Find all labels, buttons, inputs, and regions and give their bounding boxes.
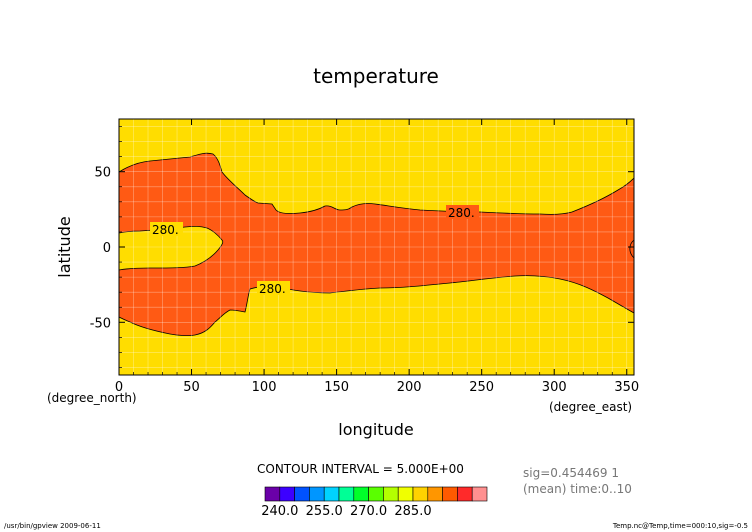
colorbar-swatch: [279, 486, 295, 502]
colorbar-swatch: [397, 486, 414, 502]
x-tick-label: 0: [115, 380, 123, 395]
y-tick-label: 50: [94, 166, 111, 181]
y-axis-title: latitude: [55, 216, 74, 277]
colorbar-swatch: [353, 486, 369, 502]
colorbar-tick-label: 255.0: [306, 504, 343, 519]
contour-interval-text: CONTOUR INTERVAL = 5.000E+00: [257, 462, 464, 476]
contour-label-bg-3: [257, 281, 290, 295]
grid-layer: [119, 119, 634, 375]
colorbar-swatch: [368, 486, 384, 502]
x-tick-label: 100: [252, 380, 277, 395]
y-tick-label: -50: [90, 316, 111, 331]
time-info: (mean) time:0..10: [523, 482, 632, 496]
colorbar-swatch: [442, 486, 458, 502]
sig-info: sig=0.454469 1: [523, 466, 619, 480]
colorbar-tick-label: 270.0: [350, 504, 387, 519]
colorbar-swatch: [383, 486, 399, 502]
colorbar: [264, 486, 488, 502]
warm-region: [119, 152, 634, 337]
x-tick-label: 200: [397, 380, 422, 395]
x-axis-title: longitude: [338, 420, 413, 439]
x-tick-label: 350: [614, 380, 639, 395]
x-tick-label: 150: [324, 380, 349, 395]
x-tick-label: 50: [183, 380, 200, 395]
footer-left: /usr/bin/gpview 2009-06-11: [4, 522, 101, 530]
colorbar-swatch: [323, 486, 340, 502]
colorbar-swatch: [294, 486, 310, 502]
x-unit-label: (degree_east): [549, 400, 632, 414]
contour-label-bg-1: [150, 222, 183, 236]
y-tick-label: 0: [103, 241, 111, 256]
colorbar-swatch: [338, 486, 355, 502]
colorbar-swatch: [427, 486, 443, 502]
contour-label-1: 280.: [152, 223, 179, 237]
x-tick-label: 300: [542, 380, 567, 395]
contour-label-3: 280.: [259, 282, 286, 296]
x-tick-label: 250: [469, 380, 494, 395]
tick-layer: 0 50 100 150 200 250 300 350 -50 0 50: [90, 119, 639, 395]
contour-label-2: 280.: [448, 206, 475, 220]
colorbar-swatch: [471, 486, 488, 502]
colorbar-tick-label: 285.0: [394, 504, 431, 519]
colorbar-swatch: [457, 486, 473, 502]
colorbar-swatch: [264, 486, 281, 502]
colorbar-swatch: [412, 486, 429, 502]
colorbar-labels: 240.0 255.0 270.0 285.0: [261, 504, 431, 519]
contour-label-bg-2: [446, 205, 479, 219]
chart-title: temperature: [313, 64, 439, 88]
colorbar-swatch: [309, 486, 325, 502]
y-unit-label: (degree_north): [47, 391, 137, 405]
colorbar-tick-label: 240.0: [261, 504, 298, 519]
edge-contour: [629, 239, 634, 259]
footer-right: Temp.nc@Temp,time=000:10,sig=-0.5: [612, 522, 748, 530]
plot-frame: [118, 118, 635, 376]
